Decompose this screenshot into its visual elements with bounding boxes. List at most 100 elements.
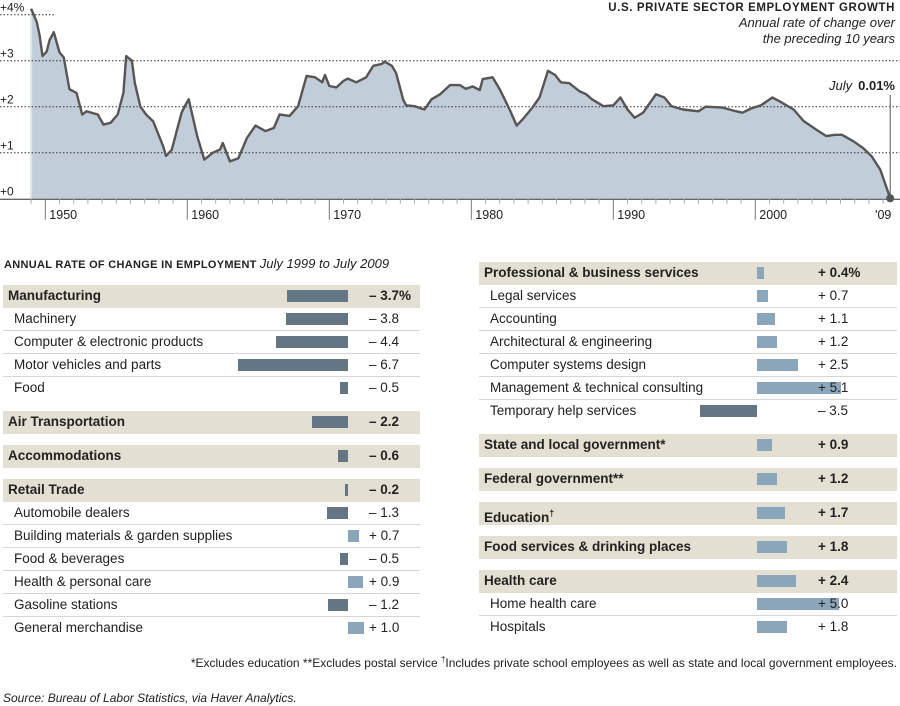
- table-row: Food & beverages – 0.5: [3, 548, 420, 571]
- table-subtitle: July 1999 to July 2009: [259, 256, 390, 271]
- table-title: ANNUAL RATE OF CHANGE IN EMPLOYMENT July …: [4, 256, 389, 271]
- row-value: + 2.4: [818, 573, 849, 588]
- row-value: – 0.6: [369, 448, 400, 463]
- row-value: – 2.2: [369, 414, 400, 429]
- row-label-wrap: Legal services: [490, 285, 576, 307]
- latest-point-marker: [886, 194, 895, 203]
- table-row: Health & personal care + 0.9: [3, 571, 420, 594]
- positive-bar: [757, 313, 776, 325]
- y-tick-label: +3: [0, 47, 14, 61]
- row-label-wrap: Machinery: [14, 308, 76, 330]
- row-label-wrap: Computer & electronic products: [14, 331, 203, 353]
- table-row: Hospitals + 1.8: [479, 616, 897, 639]
- row-label-wrap: Retail Trade: [8, 479, 85, 501]
- row-label-wrap: Computer systems design: [490, 354, 646, 376]
- table-row: Food – 0.5: [3, 377, 420, 400]
- row-label-wrap: Accommodations: [8, 445, 121, 467]
- chart-subtitle: Annual rate of change over the preceding…: [739, 15, 895, 47]
- row-label-wrap: Air Transportation: [8, 411, 125, 433]
- row-label: Professional & business services: [484, 265, 699, 280]
- latest-value-annotation: July 0.01%: [829, 78, 895, 93]
- row-label: State and local government*: [484, 437, 666, 452]
- row-label: Federal government**: [484, 471, 624, 486]
- y-tick-label: +1: [0, 139, 14, 153]
- group-header-row: Food services & drinking places + 1.8: [479, 536, 897, 559]
- source-note: Source: Bureau of Labor Statistics, via …: [3, 691, 297, 705]
- row-label-wrap: Hospitals: [490, 616, 546, 638]
- series-line: [29, 8, 892, 199]
- row-label: Accommodations: [8, 448, 122, 463]
- positive-bar: [348, 530, 360, 542]
- table-row: Machinery – 3.8: [3, 308, 420, 331]
- negative-bar: [285, 313, 348, 325]
- row-value: – 0.5: [369, 380, 400, 395]
- table-row: Automobile dealers – 1.3: [3, 502, 420, 525]
- negative-bar: [339, 553, 348, 565]
- row-label: Food services & drinking places: [484, 539, 692, 554]
- group-header-row: Air Transportation – 2.2: [3, 411, 420, 434]
- row-label: Home health care: [490, 596, 597, 611]
- table-group: State and local government* + 0.9: [479, 434, 897, 457]
- row-label: Legal services: [490, 288, 577, 303]
- negative-bar: [339, 382, 348, 394]
- row-value: – 6.7: [369, 357, 400, 372]
- row-value: + 0.7: [818, 288, 849, 303]
- row-label-wrap: Building materials & garden supplies: [14, 525, 232, 547]
- table-row: Computer & electronic products – 4.4: [3, 331, 420, 354]
- row-value: + 1.0: [369, 620, 400, 635]
- chart-title: U.S. PRIVATE SECTOR EMPLOYMENT GROWTH: [608, 2, 895, 14]
- group-header-row: Federal government** + 1.2: [479, 468, 897, 491]
- row-value: – 1.3: [369, 505, 400, 520]
- positive-bar: [757, 507, 785, 519]
- positive-bar: [757, 336, 777, 348]
- table-row: Management & technical consulting + 5.1: [479, 377, 897, 400]
- row-value: – 4.4: [369, 334, 400, 349]
- row-label: Machinery: [14, 311, 77, 326]
- footnote-dagger: †: [440, 655, 446, 664]
- x-tick-label: 1980: [475, 208, 503, 222]
- row-label-wrap: Education†: [484, 502, 554, 529]
- table-group: Food services & drinking places + 1.8: [479, 536, 897, 559]
- negative-bar: [328, 599, 348, 611]
- row-value: – 3.5: [818, 403, 849, 418]
- row-label-wrap: Food services & drinking places: [484, 536, 691, 558]
- row-label: Computer systems design: [490, 357, 647, 372]
- positive-bar: [757, 473, 777, 485]
- group-header-row: Retail Trade – 0.2: [3, 479, 420, 502]
- footnote-a: *Excludes education **Excludes postal se…: [190, 656, 441, 670]
- row-label: Accounting: [490, 311, 557, 326]
- row-value: – 3.7%: [369, 288, 412, 303]
- row-value: + 1.8: [818, 539, 849, 554]
- row-label: Manufacturing: [8, 288, 101, 303]
- table-group: Health care + 2.4 Home health care + 5.0 Hos…: [479, 570, 897, 639]
- table-group: Retail Trade – 0.2 Automobile dealers – 1.3…: [3, 479, 420, 640]
- row-label: General merchandise: [14, 620, 144, 635]
- row-label: Automobile dealers: [14, 505, 130, 520]
- row-label-wrap: Home health care: [490, 593, 597, 615]
- group-header-row: Accommodations – 0.6: [3, 445, 420, 468]
- row-value: + 1.8: [818, 619, 849, 634]
- row-value: – 3.8: [369, 311, 400, 326]
- row-label-wrap: Temporary help services: [490, 400, 636, 422]
- row-label: Management & technical consulting: [490, 380, 704, 395]
- positive-bar: [757, 598, 839, 610]
- row-value: + 0.7: [369, 528, 400, 543]
- row-label-wrap: Health care: [484, 570, 557, 592]
- x-tick-label: '09: [875, 208, 891, 222]
- row-label-wrap: Architectural & engineering: [490, 331, 652, 353]
- negative-bar: [338, 450, 348, 462]
- row-value: + 1.2: [818, 471, 849, 486]
- row-label: Computer & electronic products: [14, 334, 204, 349]
- row-label: Education: [484, 510, 550, 525]
- table-group: Education† + 1.7: [479, 502, 897, 525]
- footnotes: *Excludes education **Excludes postal se…: [191, 655, 897, 670]
- table-row: Legal services + 0.7: [479, 285, 897, 308]
- area-fill: [31, 8, 891, 199]
- row-value: + 2.5: [818, 357, 849, 372]
- row-label-wrap: Federal government**: [484, 468, 624, 490]
- table-group: Accommodations – 0.6: [3, 445, 420, 468]
- x-tick-label: 1990: [617, 208, 645, 222]
- group-header-row: Professional & business services + 0.4%: [479, 262, 897, 285]
- table-group: Air Transportation – 2.2: [3, 411, 420, 434]
- row-label: Health & personal care: [14, 574, 152, 589]
